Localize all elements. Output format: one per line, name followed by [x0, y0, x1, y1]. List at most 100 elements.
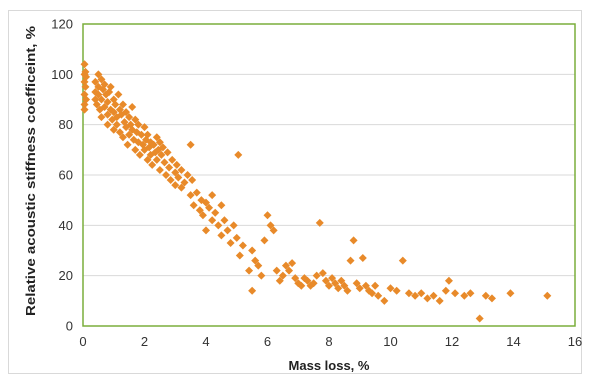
data-point	[223, 226, 232, 235]
data-point	[111, 100, 120, 109]
data-point	[97, 113, 106, 122]
data-point	[171, 168, 180, 177]
y-axis-tick-labels: 0 20 40 60 80 100 120	[51, 17, 73, 334]
data-point	[229, 221, 238, 230]
data-point	[125, 113, 134, 122]
data-point	[217, 201, 226, 210]
data-point	[297, 281, 306, 290]
data-point	[155, 138, 164, 147]
data-point	[371, 281, 380, 290]
data-point	[346, 256, 355, 265]
data-point	[288, 259, 297, 268]
data-point	[441, 286, 450, 295]
data-point	[312, 271, 321, 280]
data-point	[460, 291, 469, 300]
data-point	[134, 120, 143, 129]
plot-border	[82, 23, 576, 327]
data-point	[234, 150, 243, 159]
data-point	[131, 115, 140, 124]
data-point	[334, 284, 343, 293]
data-point	[269, 226, 278, 235]
data-point	[91, 77, 100, 86]
data-point	[125, 130, 134, 139]
data-point	[238, 241, 247, 250]
data-point	[337, 276, 346, 285]
data-point	[163, 148, 172, 157]
data-point	[398, 256, 407, 265]
data-point	[172, 160, 181, 169]
data-point	[118, 100, 127, 109]
data-point	[81, 67, 90, 76]
data-point	[174, 173, 183, 182]
data-point	[183, 171, 192, 179]
data-point	[328, 274, 337, 283]
data-point	[543, 291, 552, 300]
data-point	[325, 281, 333, 290]
data-point	[208, 216, 217, 225]
data-point	[80, 105, 89, 114]
data-point	[318, 269, 327, 278]
data-point	[137, 130, 146, 139]
data-point	[315, 218, 324, 227]
data-point	[123, 140, 132, 149]
data-point	[245, 266, 254, 275]
x-tick-label: 14	[506, 334, 520, 349]
data-point	[217, 231, 226, 240]
data-point	[266, 221, 275, 230]
data-point	[143, 155, 152, 164]
data-point	[128, 103, 137, 112]
data-point	[94, 90, 103, 99]
x-tick-label: 2	[141, 334, 148, 349]
data-point	[157, 150, 166, 159]
data-point	[195, 206, 204, 215]
data-point	[506, 289, 515, 298]
data-point	[100, 103, 109, 112]
data-point	[303, 276, 312, 285]
data-point	[263, 211, 272, 220]
data-point	[451, 289, 460, 298]
data-point	[162, 171, 171, 179]
data-point	[131, 145, 140, 154]
data-point	[340, 281, 349, 290]
data-point	[205, 203, 214, 212]
data-point	[100, 80, 109, 89]
x-tick-label: 8	[325, 334, 332, 349]
data-point	[97, 75, 106, 84]
data-point	[165, 163, 174, 172]
data-point	[349, 236, 358, 245]
data-point	[126, 120, 135, 129]
data-point	[118, 133, 127, 142]
data-point	[140, 123, 149, 132]
data-point	[361, 281, 370, 290]
data-point	[103, 110, 112, 119]
data-point	[232, 233, 241, 242]
data-point	[444, 276, 453, 285]
x-axis-title: Mass loss, %	[289, 358, 370, 373]
chart-area	[8, 10, 582, 374]
data-point	[115, 128, 124, 137]
data-point	[143, 130, 152, 139]
data-point	[103, 98, 112, 107]
x-tick-label: 6	[264, 334, 271, 349]
data-point	[358, 254, 367, 263]
data-point	[368, 289, 377, 298]
data-point	[97, 95, 106, 104]
data-point	[481, 291, 490, 300]
data-point	[355, 284, 364, 293]
data-point	[352, 279, 361, 288]
data-point	[94, 70, 103, 79]
data-point	[92, 100, 101, 109]
y-tick-label: 100	[51, 67, 73, 82]
data-point	[257, 271, 266, 280]
data-point	[152, 155, 161, 164]
data-point	[343, 286, 352, 295]
data-point	[321, 276, 330, 285]
data-point	[177, 165, 186, 174]
data-point	[275, 276, 284, 285]
data-point	[291, 274, 300, 283]
x-tick-label: 12	[445, 334, 459, 349]
data-point	[423, 294, 432, 303]
data-point	[186, 140, 195, 149]
data-point	[82, 95, 91, 104]
data-point	[149, 140, 158, 149]
